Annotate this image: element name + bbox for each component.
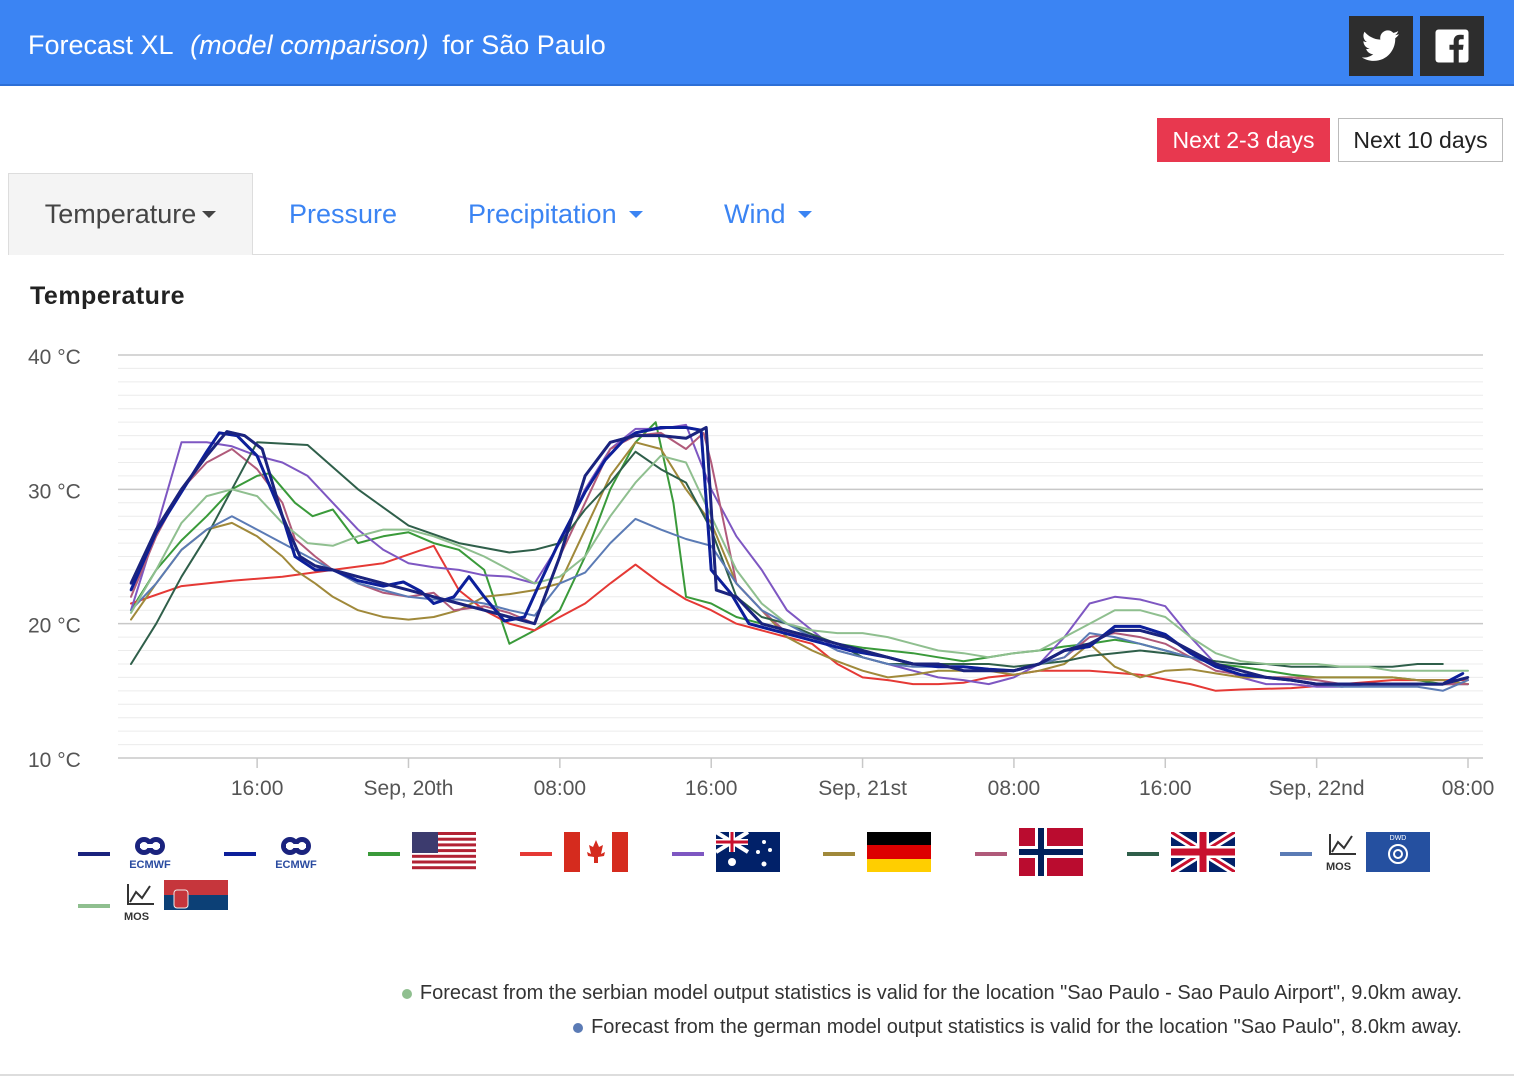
facebook-button[interactable] [1420, 16, 1484, 76]
legend-line-swatch [975, 852, 1007, 856]
legend-item-australia[interactable] [672, 828, 780, 880]
tab-pressure-label: Pressure [289, 198, 398, 229]
svg-text:MOS: MOS [1326, 861, 1351, 873]
dwd-mos-logo-icon: MOS DWD [1324, 830, 1434, 879]
x-tick-label: 16:00 [1139, 777, 1192, 800]
x-tick-label: 08:00 [534, 777, 587, 800]
legend-line-swatch [823, 852, 855, 856]
y-tick-label: 30 °C [28, 480, 81, 503]
x-tick-label: 08:00 [1442, 777, 1495, 800]
legend-item-ecmwf[interactable]: ECMWF [224, 828, 324, 880]
australia-flag-icon [714, 829, 780, 877]
twitter-button[interactable] [1349, 16, 1413, 76]
legend-item-norway[interactable] [975, 827, 1083, 881]
series-line-germany-flag [130, 441, 1469, 686]
title-suffix: for São Paulo [442, 30, 606, 60]
y-tick-label: 20 °C [28, 615, 81, 638]
tab-pressure[interactable]: Pressure [289, 173, 397, 255]
title-prefix: Forecast XL [28, 30, 173, 60]
ecmwf-logo-icon: ECMWF [268, 832, 324, 877]
caret-down-icon [628, 210, 643, 218]
legend-line-swatch [78, 904, 110, 908]
note-serbian-text: Forecast from the serbian model output s… [419, 982, 1462, 1004]
bottom-divider [0, 1074, 1514, 1076]
twitter-icon [1362, 30, 1400, 61]
series-line-norway-flag [130, 431, 1469, 686]
note-german-mos: Forecast from the german model output st… [573, 1016, 1462, 1039]
x-tick-label: Sep, 22nd [1269, 777, 1365, 800]
caret-down-icon [797, 210, 812, 218]
usa-flag-icon [412, 831, 476, 877]
legend-item-uk[interactable] [1127, 828, 1238, 880]
temperature-chart: 40 °C 30 °C 20 °C 10 °C 16:00 Sep, 20th 08:00… [28, 346, 1494, 800]
next-2-3-days-button[interactable]: Next 2-3 days [1157, 118, 1330, 162]
legend-line-swatch [368, 852, 400, 856]
x-tick-label: Sep, 20th [364, 777, 454, 800]
tab-precipitation-label: Precipitation [468, 198, 617, 229]
note-serbian-mos: Forecast from the serbian model output s… [401, 982, 1462, 1005]
ecmwf-logo-icon: ECMWF [122, 832, 178, 877]
next-10-days-button[interactable]: Next 10 days [1338, 118, 1503, 162]
germany-flag-icon [867, 831, 931, 877]
canada-flag-icon [564, 831, 628, 877]
x-axis-ticks: 16:00 Sep, 20th 08:00 16:00 Sep, 21st 08:00 16… [231, 758, 1494, 800]
tab-temperature[interactable]: Temperature [8, 173, 253, 255]
header-bar: Forecast XL (model comparison) for São P… [0, 0, 1514, 86]
note-german-text: Forecast from the german model output st… [591, 1016, 1462, 1038]
svg-text:MOS: MOS [124, 911, 149, 923]
norway-flag-icon [1019, 827, 1083, 881]
svg-text:ECMWF: ECMWF [129, 859, 171, 871]
x-tick-label: 16:00 [231, 777, 284, 800]
legend-item-canada[interactable] [520, 828, 628, 880]
legend-line-swatch [224, 852, 256, 856]
tab-wind-label: Wind [724, 198, 786, 229]
tab-precipitation[interactable]: Precipitation [468, 173, 643, 255]
svg-text:ECMWF: ECMWF [275, 859, 317, 871]
caret-down-icon [202, 211, 217, 218]
legend-line-swatch [1280, 852, 1312, 856]
legend-line-swatch [1127, 852, 1159, 856]
tab-wind[interactable]: Wind [724, 173, 812, 255]
series-line-canada-flag [130, 544, 1469, 692]
page-title: Forecast XL (model comparison) for São P… [28, 30, 606, 61]
y-tick-label: 40 °C [28, 346, 81, 369]
series-line-australia-flag [130, 423, 1469, 688]
legend-item-dwd-mos[interactable]: MOS DWD [1280, 828, 1434, 880]
x-tick-label: 08:00 [988, 777, 1041, 800]
serbia-mos-logo-icon: MOS [122, 879, 232, 933]
tabs-divider [8, 254, 1504, 255]
x-tick-label: 16:00 [685, 777, 738, 800]
legend-line-swatch [520, 852, 552, 856]
legend-item-serbia-mos[interactable]: MOS [78, 879, 232, 933]
facebook-icon [1435, 29, 1469, 63]
svg-text:DWD: DWD [1390, 835, 1407, 842]
chart-title: Temperature [30, 282, 186, 310]
y-tick-label: 10 °C [28, 749, 81, 772]
series-line-ecmwf-logo-top [129, 426, 1469, 686]
legend-item-usa[interactable] [368, 828, 476, 880]
title-model: (model comparison) [190, 30, 429, 60]
legend-line-swatch [672, 852, 704, 856]
uk-flag-icon [1168, 828, 1238, 877]
tab-temperature-label: Temperature [44, 199, 197, 229]
chart-series [129, 421, 1470, 692]
legend-item-ecmwf[interactable]: ECMWF [78, 828, 178, 880]
x-tick-label: Sep, 21st [818, 777, 907, 800]
legend-item-germany[interactable] [823, 828, 931, 880]
series-line-serbia-mos-logo [130, 454, 1469, 672]
german-mos-dot-icon [573, 1022, 584, 1033]
serbian-mos-dot-icon [401, 988, 412, 999]
y-axis-ticks: 40 °C 30 °C 20 °C 10 °C [28, 346, 81, 772]
chart-grid [118, 354, 1483, 759]
legend-line-swatch [78, 852, 110, 856]
